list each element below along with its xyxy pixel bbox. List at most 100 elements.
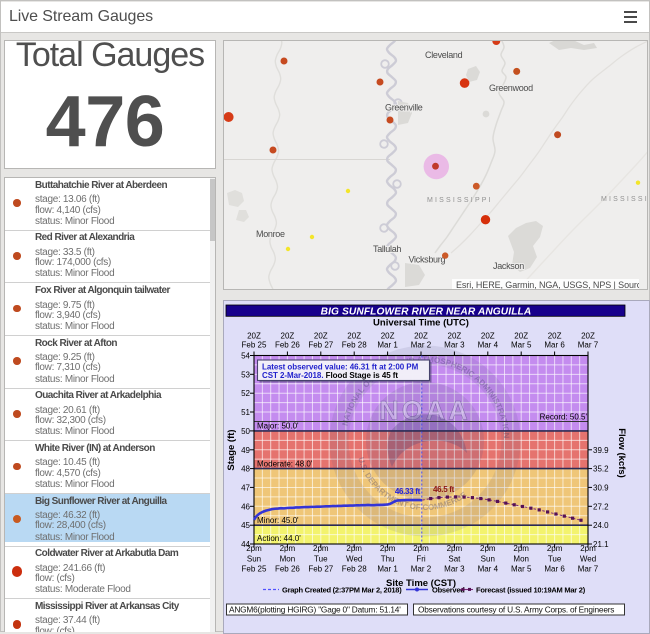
svg-text:CST 2-Mar-2018. Flood Stage is: CST 2-Mar-2018. Flood Stage is 45 ft — [262, 371, 398, 380]
svg-text:Vicksburg: Vicksburg — [409, 255, 446, 265]
svg-text:Mar 4: Mar 4 — [477, 565, 498, 574]
svg-text:20Z: 20Z — [347, 332, 361, 341]
svg-text:46.33 ft: 46.33 ft — [394, 487, 420, 496]
svg-text:46: 46 — [241, 502, 250, 511]
svg-text:MISSISSIP: MISSISSIP — [601, 196, 647, 203]
svg-text:53: 53 — [241, 370, 250, 379]
svg-text:Mar 7: Mar 7 — [577, 565, 598, 574]
svg-text:Mar 6: Mar 6 — [544, 340, 565, 349]
svg-text:Wed: Wed — [346, 555, 362, 564]
svg-text:Sun: Sun — [246, 555, 260, 564]
svg-text:Wed: Wed — [579, 555, 595, 564]
svg-text:20Z: 20Z — [280, 332, 294, 341]
svg-text:Sun: Sun — [480, 555, 494, 564]
svg-text:48: 48 — [241, 465, 250, 474]
svg-text:Observations courtesy of U.S.: Observations courtesy of U.S. Army Corps… — [418, 605, 614, 615]
svg-text:BIG SUNFLOWER RIVER NEAR ANGUI: BIG SUNFLOWER RIVER NEAR ANGUILLA — [320, 307, 531, 318]
svg-text:49: 49 — [241, 446, 250, 455]
svg-text:Mar 6: Mar 6 — [544, 565, 565, 574]
svg-text:Forecast (issued 10:19AM Mar 2: Forecast (issued 10:19AM Mar 2) — [476, 586, 586, 595]
svg-text:Site Time (CST): Site Time (CST) — [385, 578, 455, 589]
svg-text:MISSISSIPPI: MISSISSIPPI — [427, 197, 493, 204]
svg-text:2pm: 2pm — [279, 544, 295, 553]
svg-text:20Z: 20Z — [414, 332, 428, 341]
svg-text:Mar 4: Mar 4 — [477, 340, 498, 349]
svg-text:Moderate: 48.0': Moderate: 48.0' — [257, 459, 313, 468]
svg-text:54: 54 — [241, 352, 250, 361]
svg-text:Feb 25: Feb 25 — [241, 565, 266, 574]
svg-text:46.5 ft: 46.5 ft — [433, 485, 455, 494]
svg-text:Major: 50.0': Major: 50.0' — [257, 422, 299, 431]
svg-text:NOAA: NOAA — [379, 396, 471, 426]
svg-text:Mar 3: Mar 3 — [444, 565, 465, 574]
svg-text:Mar 1: Mar 1 — [377, 340, 398, 349]
svg-text:Latest observed value: 46.31 f: Latest observed value: 46.31 ft at 2:00 … — [262, 362, 419, 371]
svg-text:Sat: Sat — [448, 555, 461, 564]
svg-text:20Z: 20Z — [581, 332, 595, 341]
svg-text:51: 51 — [241, 408, 250, 417]
svg-text:Stage (ft): Stage (ft) — [226, 429, 237, 470]
svg-text:Tue: Tue — [547, 555, 561, 564]
svg-text:21.1: 21.1 — [593, 540, 609, 549]
svg-text:Mar 2: Mar 2 — [410, 565, 431, 574]
svg-text:Greenville: Greenville — [385, 103, 423, 113]
svg-text:Flow (kcfs): Flow (kcfs) — [616, 428, 627, 478]
svg-text:2pm: 2pm — [379, 544, 395, 553]
svg-text:45: 45 — [241, 521, 250, 530]
svg-text:Tallulah: Tallulah — [373, 244, 401, 254]
svg-text:2pm: 2pm — [546, 544, 562, 553]
svg-text:Feb 26: Feb 26 — [274, 565, 299, 574]
svg-text:Observed: Observed — [432, 586, 465, 595]
svg-text:2pm: 2pm — [513, 544, 529, 553]
svg-text:Feb 27: Feb 27 — [308, 340, 333, 349]
svg-text:Cleveland: Cleveland — [425, 50, 463, 60]
svg-text:Monroe: Monroe — [256, 229, 285, 239]
svg-text:Thu: Thu — [380, 555, 394, 564]
svg-text:Feb 28: Feb 28 — [341, 565, 366, 574]
svg-text:20Z: 20Z — [547, 332, 561, 341]
svg-text:35.2: 35.2 — [593, 465, 609, 474]
svg-text:Action: 44.0': Action: 44.0' — [257, 534, 301, 543]
svg-text:2pm: 2pm — [480, 544, 496, 553]
svg-text:Mar 2: Mar 2 — [410, 340, 431, 349]
svg-text:Mar 1: Mar 1 — [377, 565, 398, 574]
svg-text:Jackson: Jackson — [493, 261, 524, 271]
svg-text:20Z: 20Z — [447, 332, 461, 341]
svg-text:39.9: 39.9 — [593, 446, 609, 455]
svg-text:Mon: Mon — [279, 555, 295, 564]
svg-text:2pm: 2pm — [413, 544, 429, 553]
svg-text:2pm: 2pm — [246, 544, 262, 553]
svg-text:Minor: 45.0': Minor: 45.0' — [257, 516, 299, 525]
svg-text:Graph Created (2:37PM Mar 2, 2: Graph Created (2:37PM Mar 2, 2018) — [282, 586, 402, 595]
svg-text:20Z: 20Z — [247, 332, 261, 341]
svg-text:52: 52 — [241, 389, 250, 398]
svg-text:Feb 26: Feb 26 — [274, 340, 299, 349]
svg-text:Mar 7: Mar 7 — [577, 340, 598, 349]
svg-text:20Z: 20Z — [380, 332, 394, 341]
svg-text:44: 44 — [241, 540, 250, 549]
svg-text:Greenwood: Greenwood — [489, 83, 533, 93]
svg-text:20Z: 20Z — [480, 332, 494, 341]
svg-text:Feb 27: Feb 27 — [308, 565, 333, 574]
svg-text:Mar 5: Mar 5 — [510, 565, 531, 574]
svg-text:ANGM6(plotting HGIRG) "Gage 0": ANGM6(plotting HGIRG) "Gage 0" Datum: 51… — [229, 605, 401, 615]
svg-text:Feb 28: Feb 28 — [341, 340, 366, 349]
svg-text:47: 47 — [241, 483, 250, 492]
svg-text:24.0: 24.0 — [593, 521, 609, 530]
svg-text:Feb 25: Feb 25 — [241, 340, 266, 349]
svg-text:Mar 5: Mar 5 — [510, 340, 531, 349]
svg-text:Mar 3: Mar 3 — [444, 340, 465, 349]
svg-text:27.2: 27.2 — [593, 502, 609, 511]
svg-text:20Z: 20Z — [514, 332, 528, 341]
svg-text:Mon: Mon — [513, 555, 529, 564]
svg-text:Fri: Fri — [416, 555, 426, 564]
svg-text:Record: 50.5': Record: 50.5' — [539, 413, 587, 422]
svg-text:2pm: 2pm — [580, 544, 596, 553]
svg-text:2pm: 2pm — [446, 544, 462, 553]
svg-text:Tue: Tue — [314, 555, 328, 564]
svg-text:2pm: 2pm — [346, 544, 362, 553]
svg-text:20Z: 20Z — [313, 332, 327, 341]
svg-text:50: 50 — [241, 427, 250, 436]
svg-text:Universal Time (UTC): Universal Time (UTC) — [373, 318, 469, 329]
svg-text:2pm: 2pm — [313, 544, 329, 553]
